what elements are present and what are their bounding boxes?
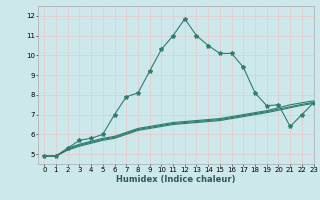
X-axis label: Humidex (Indice chaleur): Humidex (Indice chaleur)	[116, 175, 236, 184]
